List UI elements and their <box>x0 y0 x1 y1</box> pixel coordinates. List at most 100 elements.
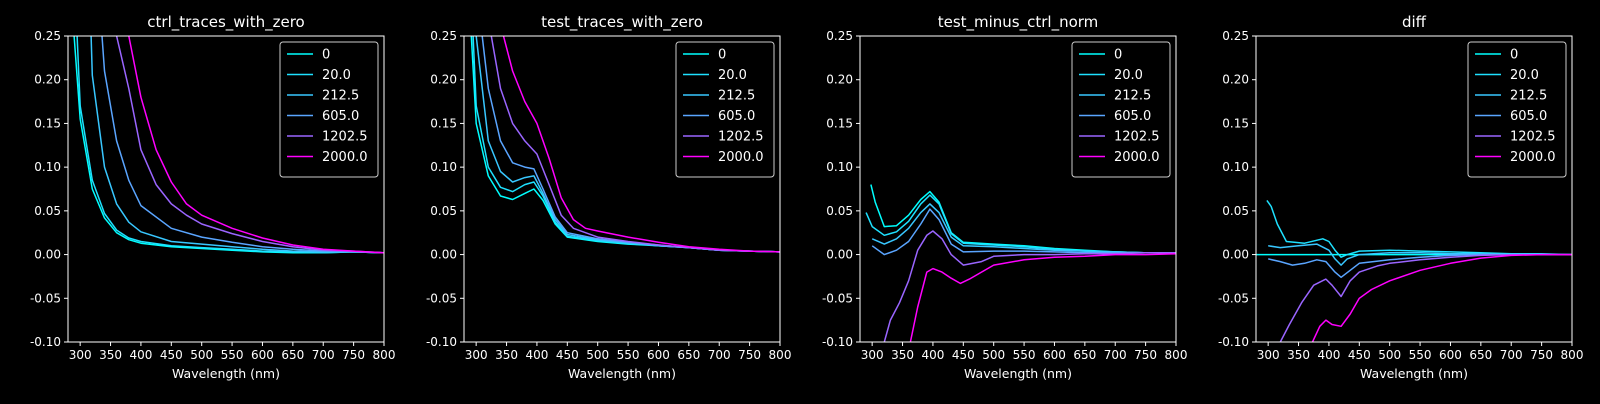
legend-box <box>1467 41 1567 178</box>
y-tick-label: -0.10 <box>426 335 457 349</box>
legend: 0 20.0 212.5 605.0 1202.5 2000.0 <box>1071 41 1171 178</box>
x-tick-label: 650 <box>281 348 304 362</box>
y-tick-label: 0.25 <box>1222 29 1249 43</box>
x-tick-label: 550 <box>1013 348 1036 362</box>
x-tick-label: 400 <box>921 348 944 362</box>
legend-entry: 605.0 <box>718 109 755 124</box>
x-tick-label: 550 <box>1409 348 1432 362</box>
legend-entry: 605.0 <box>322 109 359 124</box>
x-tick-label: 650 <box>677 348 700 362</box>
y-tick-label: 0.20 <box>430 73 457 87</box>
legend-entry: 212.5 <box>1510 89 1547 104</box>
y-tick-label: -0.05 <box>1218 291 1249 305</box>
chart-panel: test_minus_ctrl_norm 300 350 400 450 500 550 60… <box>822 13 1188 381</box>
series-line-605.0 <box>101 36 384 254</box>
y-tick-label: 0.05 <box>34 204 61 218</box>
x-tick-label: 300 <box>465 348 488 362</box>
x-tick-label: 600 <box>1439 348 1462 362</box>
y-tick-label: 0.20 <box>34 73 61 87</box>
y-tick-label: -0.10 <box>30 335 61 349</box>
series-line-605.0 <box>1268 253 1572 279</box>
legend-entry: 20.0 <box>1510 68 1539 83</box>
y-tick-label: 0.20 <box>1222 73 1249 87</box>
legend-entry: 2000.0 <box>322 150 368 165</box>
x-tick-label: 500 <box>982 348 1005 362</box>
x-tick-label: 450 <box>556 348 579 362</box>
x-tick-label: 600 <box>1043 348 1066 362</box>
x-tick-label: 650 <box>1073 348 1096 362</box>
x-tick-label: 750 <box>1134 348 1157 362</box>
legend-entry: 605.0 <box>1114 109 1151 124</box>
y-tick-label: 0.10 <box>430 160 457 174</box>
series-group <box>73 36 384 254</box>
x-tick-label: 600 <box>647 348 670 362</box>
legend-box <box>675 41 775 178</box>
x-tick-label: 800 <box>373 348 396 362</box>
series-line-2000.0 <box>502 36 780 253</box>
x-tick-label: 700 <box>708 348 731 362</box>
x-tick-label: 600 <box>251 348 274 362</box>
legend-entry: 0 <box>1510 48 1518 63</box>
chart-title: test_traces_with_zero <box>541 13 703 32</box>
y-tick-label: 0.05 <box>826 204 853 218</box>
axes-frame <box>463 35 781 343</box>
legend-entry: 20.0 <box>718 68 747 83</box>
legend-entry: 1202.5 <box>1114 130 1160 145</box>
x-tick-label: 500 <box>586 348 609 362</box>
legend-entry: 0 <box>1114 48 1122 63</box>
legend-entry: 0 <box>322 48 330 63</box>
x-tick-label: 400 <box>1317 348 1340 362</box>
legend-entry: 212.5 <box>322 89 359 104</box>
y-tick-label: 0.00 <box>430 248 457 262</box>
x-axis-label: Wavelength (nm) <box>1360 366 1468 381</box>
x-tick-label: 700 <box>1104 348 1127 362</box>
y-tick-label: 0.10 <box>1222 160 1249 174</box>
axes-frame <box>1255 35 1573 343</box>
x-tick-label: 300 <box>861 348 884 362</box>
legend-entry: 1202.5 <box>718 130 764 145</box>
y-tick-label: 0.25 <box>34 29 61 43</box>
series-line-1202.5 <box>883 230 1176 342</box>
y-tick-label: 0.00 <box>1222 248 1249 262</box>
legend-entry: 20.0 <box>322 68 351 83</box>
legend: 0 20.0 212.5 605.0 1202.5 2000.0 <box>279 41 379 178</box>
series-line-1202.5 <box>490 36 780 253</box>
x-tick-label: 300 <box>69 348 92 362</box>
series-line-2000.0 <box>1311 253 1572 342</box>
y-tick-label: 0.20 <box>826 73 853 87</box>
y-tick-label: -0.05 <box>426 291 457 305</box>
x-tick-label: 700 <box>312 348 335 362</box>
series-group <box>1256 199 1572 342</box>
series-group <box>470 36 780 253</box>
y-tick-label: 0.15 <box>826 116 853 130</box>
x-tick-label: 450 <box>160 348 183 362</box>
x-tick-label: 400 <box>525 348 548 362</box>
y-tick-label: 0.25 <box>430 29 457 43</box>
axes-frame <box>859 35 1177 343</box>
y-tick-label: -0.05 <box>822 291 853 305</box>
x-tick-label: 800 <box>1165 348 1188 362</box>
legend-box <box>279 41 379 178</box>
x-tick-label: 450 <box>952 348 975 362</box>
x-tick-label: 750 <box>1530 348 1553 362</box>
y-tick-label: 0.05 <box>1222 204 1249 218</box>
legend-entry: 212.5 <box>718 89 755 104</box>
series-line-20.0 <box>76 36 384 254</box>
y-tick-label: 0.25 <box>826 29 853 43</box>
y-tick-label: -0.05 <box>30 291 61 305</box>
chart-title: diff <box>1402 13 1427 31</box>
y-tick-label: 0.00 <box>34 248 61 262</box>
chart-title: test_minus_ctrl_norm <box>938 13 1099 32</box>
x-tick-label: 800 <box>1561 348 1584 362</box>
series-line-212.5 <box>871 203 1176 254</box>
x-tick-label: 350 <box>891 348 914 362</box>
x-tick-label: 500 <box>1378 348 1401 362</box>
x-tick-label: 400 <box>129 348 152 362</box>
legend-entry: 1202.5 <box>322 130 368 145</box>
series-line-212.5 <box>90 36 384 254</box>
x-tick-label: 300 <box>1257 348 1280 362</box>
y-tick-label: 0.15 <box>1222 116 1249 130</box>
x-tick-label: 500 <box>190 348 213 362</box>
x-tick-label: 700 <box>1500 348 1523 362</box>
